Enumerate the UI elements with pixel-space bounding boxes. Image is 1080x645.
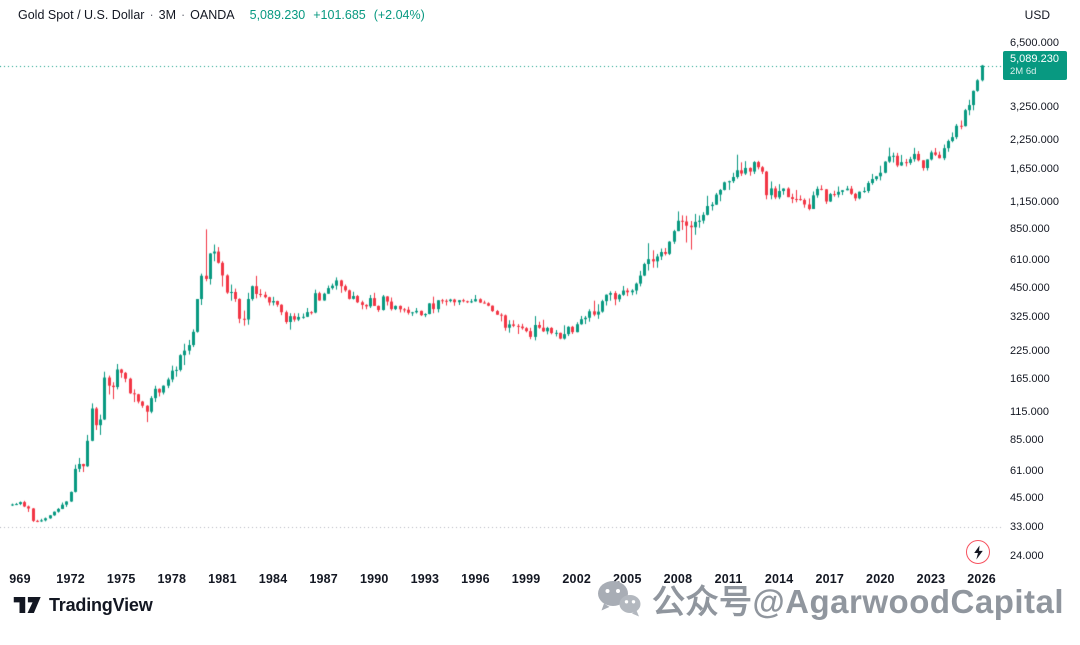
price-axis-label: 2,250.000: [1010, 134, 1059, 147]
time-axis-label: 1990: [359, 572, 389, 586]
price-change-percent: (+2.04%): [373, 8, 425, 22]
time-axis-label: 1981: [208, 572, 237, 586]
price-axis-label: 61.000: [1010, 464, 1044, 477]
symbol-info-line: Gold Spot / U.S. Dollar · 3M · OANDA 5,0…: [18, 8, 425, 22]
price-axis-label: 225.000: [1010, 345, 1050, 358]
time-axis-label: 1999: [511, 572, 541, 586]
price-axis-label: 33.000: [1010, 520, 1044, 533]
price-axis-label: 165.000: [1010, 373, 1050, 386]
price-axis-label: 24.000: [1010, 549, 1044, 562]
time-axis-label: 1996: [461, 572, 490, 586]
lightning-button[interactable]: [966, 540, 990, 564]
lightning-icon: [973, 545, 983, 559]
price-axis-label: 610.000: [1010, 253, 1050, 266]
price-axis-label: 3,250.000: [1010, 100, 1059, 113]
time-axis-label: 2008: [663, 572, 693, 586]
candle-countdown: 2M 6d: [1010, 65, 1037, 77]
watermark: 公众号@AgarwoodCapital: [596, 576, 1064, 622]
time-axis-label: 1993: [410, 572, 440, 586]
time-axis-label: 2026: [967, 572, 996, 586]
time-axis-label: 2017: [815, 572, 845, 586]
time-axis-label: 969: [9, 572, 31, 586]
wechat-icon: [598, 581, 641, 617]
price-axis-label: 115.000: [1010, 406, 1049, 419]
price-axis-label: 45.000: [1010, 492, 1044, 505]
time-axis-label: 1972: [56, 572, 85, 586]
tradingview-brand-text: TradingView: [49, 594, 153, 615]
price-axis-label: 325.000: [1010, 311, 1050, 324]
time-axis-label: 1987: [309, 572, 338, 586]
tradingview-logo[interactable]: TradingView: [12, 592, 153, 618]
time-axis-label: 1975: [106, 572, 136, 586]
time-axis-label: 1984: [258, 572, 288, 586]
time-axis[interactable]: 969 1972 1975 1978 1981 1984 1987 1990 1993 1996 1…: [0, 566, 1002, 592]
symbol-title[interactable]: Gold Spot / U.S. Dollar: [18, 8, 145, 22]
interval-label[interactable]: 3M: [158, 8, 176, 22]
watermark-text: 公众号@AgarwoodCapital: [652, 583, 1065, 620]
tradingview-logo-icon: [13, 597, 41, 613]
current-price-value: 5,089.230: [1010, 52, 1059, 65]
current-price-badge: 5,089.230 2M 6d: [1003, 50, 1067, 80]
time-axis-label: 2020: [866, 572, 895, 586]
separator-dot: ·: [149, 8, 154, 22]
time-axis-label: 2023: [916, 572, 946, 586]
time-axis-label: 2011: [714, 572, 743, 586]
price-axis-label: 850.000: [1010, 223, 1050, 236]
price-axis[interactable]: 5,089.230 2M 6d 6,500.000 3,250.000 2,250.…: [1003, 0, 1080, 645]
candlestick-chart-canvas[interactable]: [0, 0, 1002, 645]
price-axis-label: 450.000: [1010, 281, 1050, 294]
exchange-label[interactable]: OANDA: [190, 8, 235, 22]
time-axis-label: 1978: [157, 572, 187, 586]
price-change: +101.685: [313, 8, 366, 22]
price-axis-label: 1,650.000: [1010, 162, 1059, 175]
last-price: 5,089.230: [249, 8, 306, 22]
chart-header: Gold Spot / U.S. Dollar · 3M · OANDA 5,0…: [0, 0, 1080, 30]
time-axis-label: 2002: [562, 572, 592, 586]
price-axis-label: 6,500.000: [1010, 37, 1059, 50]
time-axis-label: 2014: [764, 572, 794, 586]
price-axis-label: 85.000: [1010, 434, 1044, 447]
price-axis-label: 1,150.000: [1010, 195, 1059, 208]
axis-currency-label[interactable]: USD: [1024, 8, 1050, 22]
separator-dot: ·: [181, 8, 186, 22]
